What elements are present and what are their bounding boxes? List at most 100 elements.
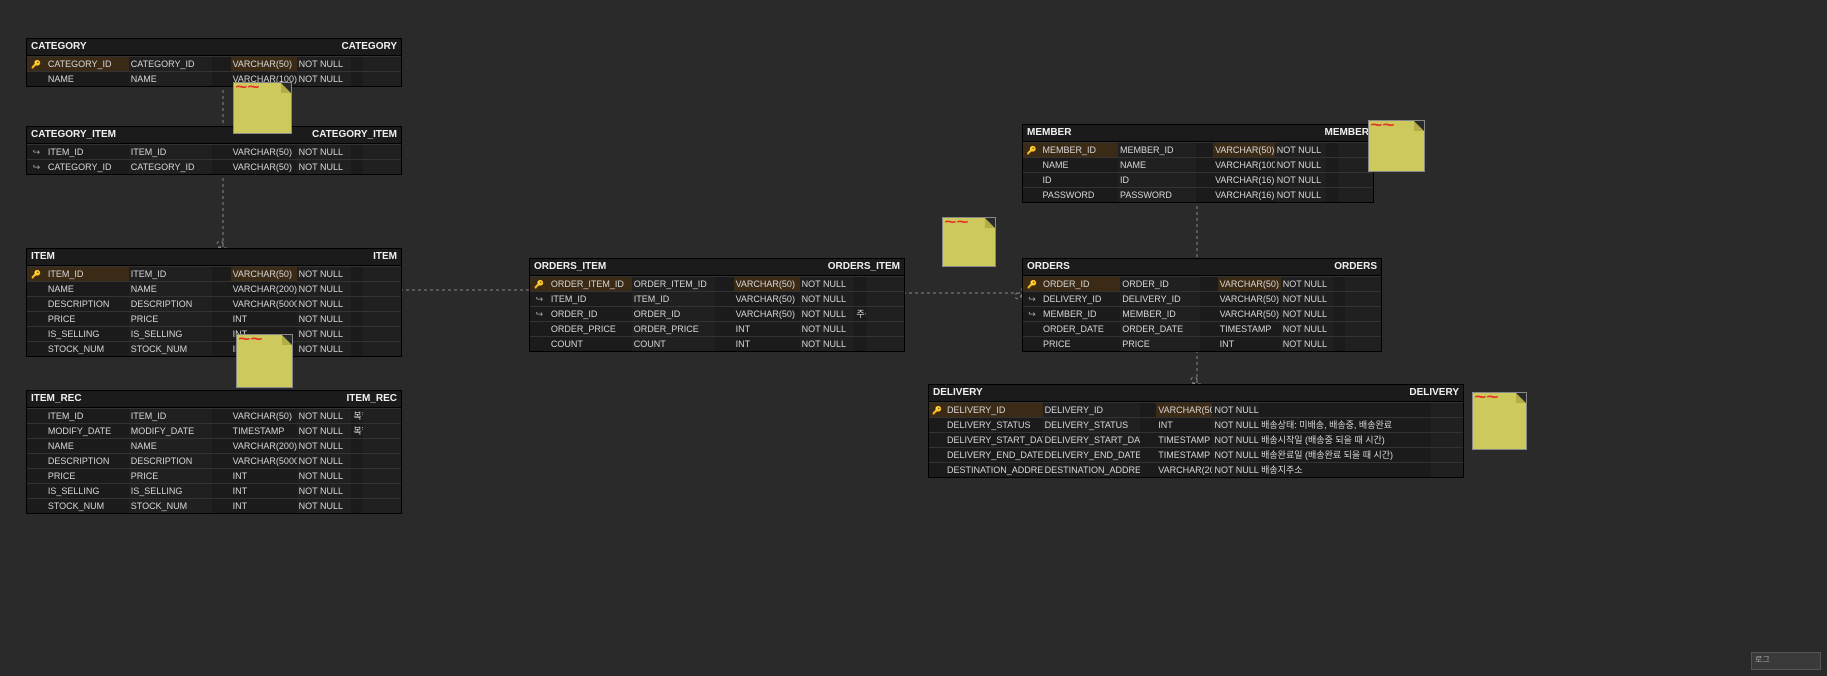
sticky-note[interactable]: ~~: [1368, 120, 1425, 172]
table-orders[interactable]: ORDERSORDERSORDER_IDORDER_IDVARCHAR(50)N…: [1022, 258, 1382, 352]
table-row[interactable]: MEMBER_IDMEMBER_IDVARCHAR(50)NOT NULL: [1023, 142, 1373, 157]
col-logical: MEMBER_ID: [1120, 307, 1199, 321]
col-null: NOT NULL: [1212, 433, 1259, 447]
col-extra: [363, 454, 401, 468]
table-row[interactable]: DESTINATION_ADDRESSDESTINATION_ADDRESSVA…: [929, 462, 1463, 477]
table-row[interactable]: MEMBER_IDMEMBER_IDVARCHAR(50)NOT NULL: [1023, 306, 1381, 321]
col-null: NOT NULL: [297, 282, 352, 296]
table-header[interactable]: MEMBERMEMBER: [1023, 125, 1373, 142]
col-name: ITEM_ID: [46, 267, 129, 281]
col-logical: DELIVERY_START_DATE: [1043, 433, 1141, 447]
table-title-left: CATEGORY_ITEM: [31, 127, 116, 143]
spacer: [1140, 433, 1156, 447]
table-row[interactable]: NAMENAMEVARCHAR(200)NOT NULL: [27, 281, 401, 296]
table-row[interactable]: ORDER_PRICEORDER_PRICEINTNOT NULL: [530, 321, 904, 336]
sticky-note[interactable]: ~~: [942, 217, 996, 267]
table-row[interactable]: ITEM_IDITEM_IDVARCHAR(50)NOT NULL: [530, 291, 904, 306]
col-comment: [351, 454, 363, 468]
col-type: VARCHAR(50): [734, 277, 800, 291]
table-row[interactable]: COUNTCOUNTINTNOT NULL: [530, 336, 904, 351]
table-row[interactable]: PRICEPRICEINTNOT NULL: [1023, 336, 1381, 351]
table-row[interactable]: DELIVERY_STATUSDELIVERY_STATUSINTNOT NUL…: [929, 417, 1463, 432]
col-logical: ORDER_ITEM_ID: [632, 277, 715, 291]
key-cell: [929, 463, 945, 477]
table-row[interactable]: IS_SELLINGIS_SELLINGINTNOT NULL: [27, 326, 401, 341]
col-comment: [1326, 143, 1338, 157]
table-row[interactable]: IDIDVARCHAR(16)NOT NULL: [1023, 172, 1373, 187]
fk-icon: [530, 292, 549, 306]
table-row[interactable]: ITEM_IDITEM_IDVARCHAR(50)NOT NULL: [27, 144, 401, 159]
col-comment: [351, 439, 363, 453]
spacer: [1196, 173, 1214, 187]
table-row[interactable]: ORDER_IDORDER_IDVARCHAR(50)NOT NULL주문번호: [530, 306, 904, 321]
table-row[interactable]: DELIVERY_IDDELIVERY_IDVARCHAR(50)NOT NUL…: [929, 402, 1463, 417]
table-row[interactable]: PRICEPRICEINTNOT NULL: [27, 468, 401, 483]
table-row[interactable]: NAMENAMEVARCHAR(100)NOT NULL: [1023, 157, 1373, 172]
log-bar[interactable]: 로그: [1751, 652, 1821, 670]
table-header[interactable]: ORDERS_ITEMORDERS_ITEM: [530, 259, 904, 276]
col-name: NAME: [1041, 158, 1118, 172]
table-row[interactable]: NAMENAMEVARCHAR(200)NOT NULL: [27, 438, 401, 453]
table-row[interactable]: DELIVERY_START_DATEDELIVERY_START_DATETI…: [929, 432, 1463, 447]
table-row[interactable]: STOCK_NUMSTOCK_NUMINTNOT NULL: [27, 498, 401, 513]
col-logical: PRICE: [129, 469, 212, 483]
col-extra: [1431, 448, 1463, 462]
table-row[interactable]: ORDER_DATEORDER_DATETIMESTAMPNOT NULL: [1023, 321, 1381, 336]
table-row[interactable]: PASSWORDPASSWORDVARCHAR(16)NOT NULL: [1023, 187, 1373, 202]
table-row[interactable]: ORDER_IDORDER_IDVARCHAR(50)NOT NULL: [1023, 276, 1381, 291]
table-header[interactable]: ITEM_RECITEM_REC: [27, 391, 401, 408]
col-extra: [363, 312, 401, 326]
table-row[interactable]: CATEGORY_IDCATEGORY_IDVARCHAR(50)NOT NUL…: [27, 56, 401, 71]
table-item[interactable]: ITEMITEMITEM_IDITEM_IDVARCHAR(50)NOT NUL…: [26, 248, 402, 357]
table-header[interactable]: ORDERSORDERS: [1023, 259, 1381, 276]
col-name: NAME: [46, 439, 129, 453]
col-comment: 주문번호: [854, 307, 866, 321]
col-type: INT: [231, 484, 297, 498]
col-name: DELIVERY_ID: [1041, 292, 1120, 306]
table-row[interactable]: DESCRIPTIONDESCRIPTIONVARCHAR(5000)NOT N…: [27, 296, 401, 311]
col-extra: [1345, 292, 1381, 306]
col-comment: 배송완료일 (배송완료 되을 때 시간): [1259, 448, 1431, 462]
table-row[interactable]: PRICEPRICEINTNOT NULL: [27, 311, 401, 326]
table-delivery[interactable]: DELIVERYDELIVERYDELIVERY_IDDELIVERY_IDVA…: [928, 384, 1464, 478]
table-row[interactable]: DELIVERY_IDDELIVERY_IDVARCHAR(50)NOT NUL…: [1023, 291, 1381, 306]
col-null: NOT NULL: [297, 342, 352, 356]
table-row[interactable]: DELIVERY_END_DATEDELIVERY_END_DATETIMEST…: [929, 447, 1463, 462]
table-title-right: MEMBER: [1325, 125, 1369, 141]
table-row[interactable]: NAMENAMEVARCHAR(100)NOT NULL: [27, 71, 401, 86]
col-type: TIMESTAMP: [1218, 322, 1281, 336]
col-extra: [363, 327, 401, 341]
table-row[interactable]: CATEGORY_IDCATEGORY_IDVARCHAR(50)NOT NUL…: [27, 159, 401, 174]
table-category[interactable]: CATEGORYCATEGORYCATEGORY_IDCATEGORY_IDVA…: [26, 38, 402, 87]
table-row[interactable]: ITEM_IDITEM_IDVARCHAR(50)NOT NULL복합키: [27, 408, 401, 423]
key-cell: [1023, 337, 1041, 351]
sticky-note[interactable]: ~~: [233, 82, 292, 134]
col-comment: [1326, 173, 1338, 187]
col-logical: MEMBER_ID: [1118, 143, 1195, 157]
table-row[interactable]: ORDER_ITEM_IDORDER_ITEM_IDVARCHAR(50)NOT…: [530, 276, 904, 291]
col-comment: [351, 160, 363, 174]
col-comment: [351, 57, 363, 71]
table-row[interactable]: ITEM_IDITEM_IDVARCHAR(50)NOT NULL: [27, 266, 401, 281]
table-row[interactable]: DESCRIPTIONDESCRIPTIONVARCHAR(5000)NOT N…: [27, 453, 401, 468]
spacer: [212, 145, 231, 159]
table-row[interactable]: MODIFY_DATEMODIFY_DATETIMESTAMPNOT NULL복…: [27, 423, 401, 438]
table-header[interactable]: CATEGORYCATEGORY: [27, 39, 401, 56]
table-category_item[interactable]: CATEGORY_ITEMCATEGORY_ITEMITEM_IDITEM_ID…: [26, 126, 402, 175]
table-row[interactable]: STOCK_NUMSTOCK_NUMINTNOT NULL: [27, 341, 401, 356]
table-item_rec[interactable]: ITEM_RECITEM_RECITEM_IDITEM_IDVARCHAR(50…: [26, 390, 402, 514]
table-header[interactable]: CATEGORY_ITEMCATEGORY_ITEM: [27, 127, 401, 144]
table-header[interactable]: DELIVERYDELIVERY: [929, 385, 1463, 402]
sticky-note[interactable]: ~~: [1472, 392, 1527, 450]
table-member[interactable]: MEMBERMEMBERMEMBER_IDMEMBER_IDVARCHAR(50…: [1022, 124, 1374, 203]
table-row[interactable]: IS_SELLINGIS_SELLINGINTNOT NULL: [27, 483, 401, 498]
spacer: [1140, 463, 1156, 477]
col-logical: ORDER_ID: [632, 307, 715, 321]
table-orders_item[interactable]: ORDERS_ITEMORDERS_ITEMORDER_ITEM_ID ORDER…: [529, 258, 905, 352]
table-header[interactable]: ITEMITEM: [27, 249, 401, 266]
sticky-note[interactable]: ~~: [236, 334, 293, 388]
key-cell: [27, 327, 46, 341]
col-type: TIMESTAMP: [1156, 448, 1212, 462]
table-title-left: ITEM: [31, 249, 55, 265]
key-cell: [27, 484, 46, 498]
